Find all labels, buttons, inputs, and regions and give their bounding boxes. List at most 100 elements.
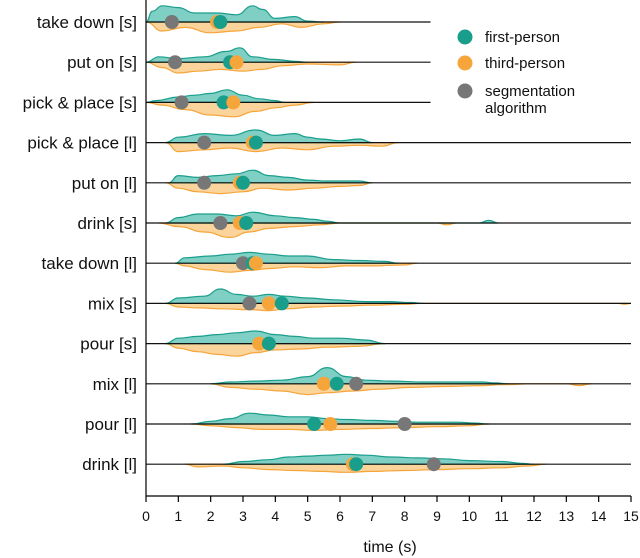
category-row: put on [s] (67, 47, 431, 74)
third-person-density (165, 182, 373, 195)
legend-label: first-person (485, 29, 560, 46)
category-row: put on [l] (72, 169, 631, 195)
third-person-density (145, 101, 315, 118)
x-tick-label: 15 (623, 508, 639, 524)
third-person-density (165, 302, 632, 312)
first-person-marker (329, 376, 344, 391)
x-tick-label: 8 (401, 508, 409, 524)
segmentation-marker (168, 55, 183, 70)
first-person-marker (261, 336, 276, 351)
segmentation-marker (242, 296, 257, 311)
segmentation-marker (236, 256, 250, 271)
x-tick-label: 7 (368, 508, 376, 524)
x-ticks: 0 1 2 3 4 5 6 7 8 9 10 11 12 13 14 15 (142, 496, 639, 524)
category-row: mix [l] (93, 366, 631, 396)
category-label: drink [s] (77, 214, 137, 233)
category-row: drink [l] (82, 453, 631, 474)
segmentation-marker (426, 457, 441, 472)
category-label: take down [l] (42, 254, 137, 273)
third-person-marker (261, 296, 276, 311)
x-tick-label: 2 (207, 508, 215, 524)
segmentation-marker (213, 216, 228, 230)
category-label: pour [l] (85, 415, 137, 434)
third-person-marker (229, 55, 244, 70)
third-person-marker (248, 256, 263, 271)
first-person-density (145, 47, 308, 63)
category-row: take down [s] (37, 5, 431, 34)
category-row: pick & place [s] (23, 89, 431, 118)
first-person-marker (216, 95, 231, 110)
legend-item: segmentation algorithm (457, 83, 575, 117)
category-rows: take down [s] put on [s] pick & place [s] p… (23, 5, 632, 474)
third-person-density (165, 142, 399, 153)
first-person-marker (213, 15, 228, 29)
first-person-density (165, 129, 373, 144)
first-person-marker (349, 457, 364, 472)
category-row: pick & place [l] (27, 129, 631, 153)
x-tick-label: 9 (433, 508, 441, 524)
category-label: mix [s] (88, 294, 137, 313)
segmentation-marker (397, 417, 412, 431)
x-tick-label: 12 (526, 508, 542, 524)
x-axis-title: time (s) (363, 539, 416, 556)
third-person-marker (226, 95, 241, 110)
legend-marker (457, 29, 473, 45)
category-label: pick & place [s] (23, 93, 137, 112)
legend-item: first-person (457, 29, 560, 46)
first-person-density (165, 330, 386, 345)
first-person-marker (307, 417, 322, 431)
legend-marker (457, 83, 473, 99)
third-person-density (145, 61, 357, 74)
first-person-density (168, 169, 373, 184)
legend-label: third-person (485, 55, 565, 72)
first-person-density (165, 288, 425, 304)
x-tick-label: 6 (336, 508, 344, 524)
x-tick-label: 10 (462, 508, 478, 524)
third-person-marker (252, 336, 267, 351)
third-person-density (184, 463, 547, 473)
first-person-density (145, 5, 324, 23)
third-person-density (210, 383, 593, 396)
third-person-density (158, 222, 457, 239)
category-label: pour [s] (80, 335, 137, 354)
legend: first-person third-person segmentation algo… (457, 29, 575, 117)
legend-label: segmentation algorithm (485, 83, 575, 117)
category-row: pour [s] (80, 330, 631, 357)
category-row: drink [s] (77, 211, 631, 239)
x-tick-label: 11 (494, 508, 509, 524)
segmentation-marker (197, 175, 212, 190)
first-person-marker (274, 296, 289, 311)
x-tick-label: 4 (271, 508, 279, 524)
third-person-density (165, 343, 386, 357)
segmentation-marker (349, 376, 364, 391)
third-person-marker (323, 417, 338, 431)
legend-item: third-person (457, 55, 565, 72)
first-person-density (145, 89, 286, 103)
x-tick-label: 3 (239, 508, 247, 524)
first-person-marker (239, 216, 254, 230)
category-row: mix [s] (88, 288, 632, 313)
first-person-density (175, 251, 399, 264)
segmentation-marker (164, 15, 179, 29)
category-label: pick & place [l] (27, 134, 137, 153)
x-tick-label: 1 (174, 508, 182, 524)
x-tick-label: 0 (142, 508, 150, 524)
segmentation-marker (197, 135, 212, 150)
first-person-density (223, 453, 535, 465)
third-person-marker (316, 376, 331, 391)
first-person-density (191, 412, 489, 425)
category-label: mix [l] (93, 375, 137, 394)
x-tick-label: 14 (591, 508, 607, 524)
category-label: take down [s] (37, 13, 137, 32)
first-person-marker (248, 135, 263, 150)
segmentation-marker (174, 95, 189, 110)
category-label: drink [l] (82, 455, 137, 474)
category-row: take down [l] (42, 251, 631, 273)
category-label: put on [l] (72, 174, 137, 193)
third-person-density (175, 262, 418, 273)
category-label: put on [s] (67, 53, 137, 72)
axes: 0 1 2 3 4 5 6 7 8 9 10 11 12 13 14 15 time (s) (142, 0, 639, 556)
legend-marker (457, 55, 473, 71)
first-person-marker (236, 175, 250, 190)
